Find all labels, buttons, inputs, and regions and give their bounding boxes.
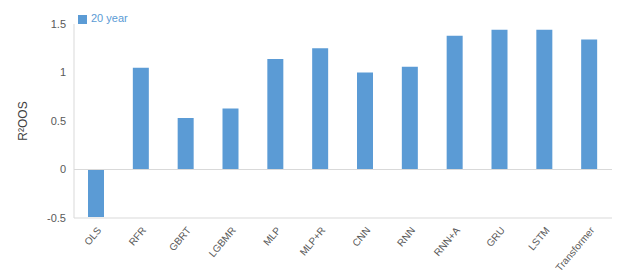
svg-text:RFR: RFR xyxy=(127,225,149,248)
svg-text:LSTM: LSTM xyxy=(526,225,552,253)
svg-text:-0.5: -0.5 xyxy=(47,212,66,224)
html-text:20 year: 20 year xyxy=(91,12,128,24)
svg-text:RNN+A: RNN+A xyxy=(432,225,463,259)
svg-text:LGBMR: LGBMR xyxy=(207,225,238,259)
svg-text:Transformer: Transformer xyxy=(553,224,597,270)
svg-text:OLS: OLS xyxy=(82,225,104,248)
svg-text:R²OOS: R²OOS xyxy=(16,101,30,140)
svg-text:GRU: GRU xyxy=(484,225,507,249)
svg-text:1: 1 xyxy=(60,66,66,78)
svg-text:RNN: RNN xyxy=(395,225,417,249)
svg-text:0.5: 0.5 xyxy=(51,115,66,127)
svg-text:1.5: 1.5 xyxy=(51,18,66,30)
svg-text:0: 0 xyxy=(60,163,66,175)
svg-text:CNN: CNN xyxy=(350,225,372,249)
svg-text:MLP: MLP xyxy=(261,225,283,248)
svg-text:MLP+R: MLP+R xyxy=(298,225,328,258)
svg-text:GBRT: GBRT xyxy=(167,225,193,253)
